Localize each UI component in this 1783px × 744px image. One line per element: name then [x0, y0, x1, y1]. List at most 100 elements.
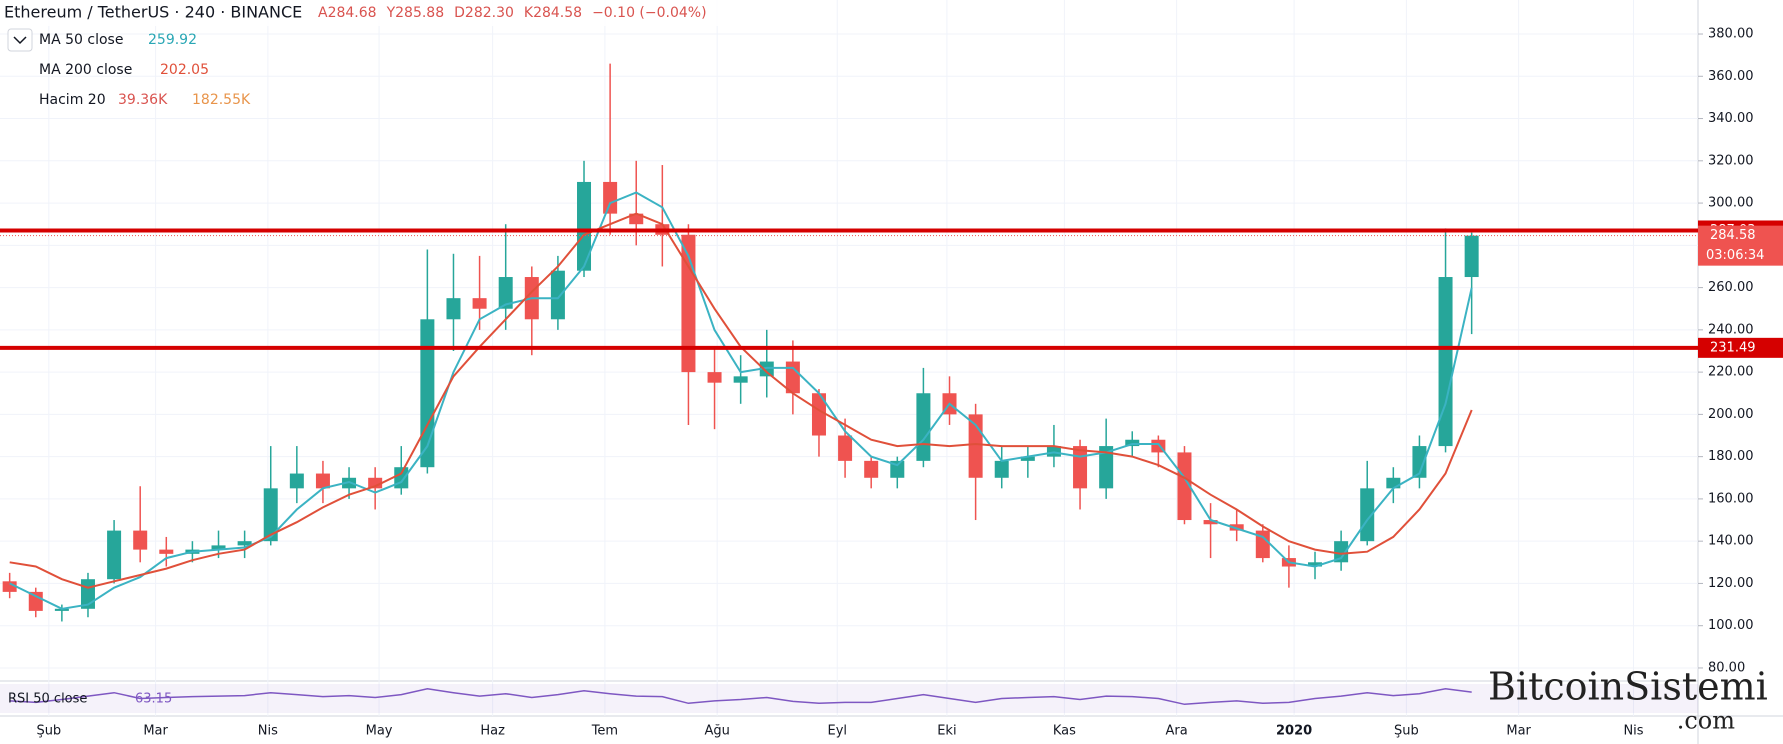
- candle-body: [107, 530, 122, 580]
- candle-body: [577, 181, 592, 271]
- candle-body: [1412, 446, 1427, 478]
- candle-body: [811, 393, 826, 436]
- rsi-name: RSI 50 close: [8, 692, 87, 707]
- level-label: 231.49: [1710, 340, 1756, 355]
- collapse-button[interactable]: [7, 28, 33, 52]
- y-tick-label: 300.00: [1708, 196, 1754, 211]
- y-tick-label: 320.00: [1708, 153, 1754, 168]
- y-tick-label: 100.00: [1708, 618, 1754, 633]
- ohlc-value: Y285.88: [386, 5, 445, 21]
- x-tick-label: Eki: [937, 724, 956, 739]
- candle-body: [629, 213, 644, 225]
- y-tick-label: 200.00: [1708, 407, 1754, 422]
- symbol-title: Ethereum / TetherUS · 240 · BINANCE: [4, 3, 302, 22]
- indicator-name: MA 50 close: [39, 32, 123, 48]
- y-tick-label: 160.00: [1708, 491, 1754, 506]
- y-tick-label: 360.00: [1708, 69, 1754, 84]
- y-tick-label: 240.00: [1708, 322, 1754, 337]
- candle-body: [733, 376, 748, 383]
- last-price-bg: [1698, 225, 1783, 266]
- candle-body: [498, 277, 513, 309]
- x-tick-label: Ağu: [704, 724, 729, 739]
- candle-body: [890, 460, 905, 478]
- rsi-line: [9, 688, 1472, 706]
- x-tick-label: Tem: [591, 724, 618, 739]
- y-tick-label: 80.00: [1708, 660, 1745, 675]
- candle-body: [28, 591, 43, 611]
- x-tick-label: Haz: [480, 724, 505, 739]
- candle-body: [838, 435, 853, 461]
- indicator-value: 39.36K: [118, 92, 168, 108]
- candle-body: [368, 477, 383, 489]
- rsi-band: [0, 684, 1698, 713]
- candle-body: [1177, 452, 1192, 521]
- candle-body: [289, 473, 304, 489]
- indicator-name: MA 200 close: [39, 62, 132, 78]
- y-tick-label: 140.00: [1708, 534, 1754, 549]
- x-tick-label: Şub: [36, 724, 61, 739]
- candle-body: [1125, 439, 1140, 447]
- candle-body: [1308, 562, 1323, 567]
- x-tick-label: Mar: [143, 724, 168, 739]
- candle-body: [550, 270, 565, 320]
- overlay: Ethereum / TetherUS · 240 · BINANCE A284…: [0, 0, 1768, 735]
- indicator-name: Hacim 20: [39, 92, 106, 108]
- x-tick-label: Nis: [258, 724, 278, 739]
- ohlc-value: K284.58: [524, 5, 582, 21]
- candle-body: [759, 361, 774, 377]
- candle-body: [785, 361, 800, 394]
- y-tick-label: 180.00: [1708, 449, 1754, 464]
- y-tick-label: 380.00: [1708, 27, 1754, 42]
- candle-body: [1046, 446, 1061, 457]
- ohlc-header: A284.68 Y285.88 D282.30 K284.58 −0.10 (−0.04…: [318, 5, 707, 21]
- candle-body: [472, 298, 487, 309]
- candle-body: [133, 530, 148, 550]
- candle-body: [1229, 524, 1244, 531]
- candle-body: [1255, 530, 1270, 559]
- candle-body: [916, 393, 931, 461]
- candle-body: [237, 541, 252, 546]
- candle-body: [1099, 446, 1114, 489]
- x-tick-label: Eyl: [827, 724, 847, 739]
- rsi-value: 63.15: [135, 692, 172, 707]
- candle-body: [315, 473, 330, 489]
- x-tick-label: Ara: [1166, 724, 1188, 739]
- watermark-suffix: .com: [1677, 707, 1736, 735]
- candle-body: [1386, 477, 1401, 489]
- y-tick-label: 220.00: [1708, 365, 1754, 380]
- candle-body: [1073, 446, 1088, 489]
- x-tick-label: Mar: [1506, 724, 1531, 739]
- collapse-icon: [13, 36, 27, 45]
- candle-body: [1020, 456, 1035, 461]
- y-tick-label: 260.00: [1708, 280, 1754, 295]
- candle-body: [681, 234, 696, 373]
- x-tick-label: May: [366, 724, 393, 739]
- candle-body: [1464, 235, 1479, 278]
- candle-body: [1203, 520, 1218, 525]
- candle-body: [707, 372, 722, 383]
- watermark: BitcoinSistemi: [1488, 665, 1768, 709]
- candle-body: [2, 581, 17, 592]
- y-tick-label: 340.00: [1708, 111, 1754, 126]
- candle-body: [994, 460, 1009, 478]
- last-price-label: 284.58: [1710, 228, 1756, 243]
- candle-body: [1360, 488, 1375, 542]
- candle-body: [394, 467, 409, 489]
- candle-body: [1438, 277, 1453, 447]
- ohlc-value: −0.10 (−0.04%): [592, 5, 706, 21]
- candle-body: [54, 608, 69, 611]
- candle-body: [211, 545, 226, 550]
- countdown: 03:06:34: [1706, 248, 1764, 263]
- x-tick-label: Kas: [1053, 724, 1076, 739]
- candle-body: [603, 181, 618, 214]
- indicator-value: 182.55K: [192, 92, 251, 108]
- ohlc-value: D282.30: [454, 5, 514, 21]
- x-tick-label: Nis: [1623, 724, 1643, 739]
- ohlc-value: A284.68: [318, 5, 377, 21]
- x-tick-label: 2020: [1276, 724, 1312, 739]
- candle-body: [1334, 541, 1349, 563]
- x-tick-label: Şub: [1394, 724, 1419, 739]
- candle-body: [864, 460, 879, 478]
- header-bg: [0, 0, 760, 26]
